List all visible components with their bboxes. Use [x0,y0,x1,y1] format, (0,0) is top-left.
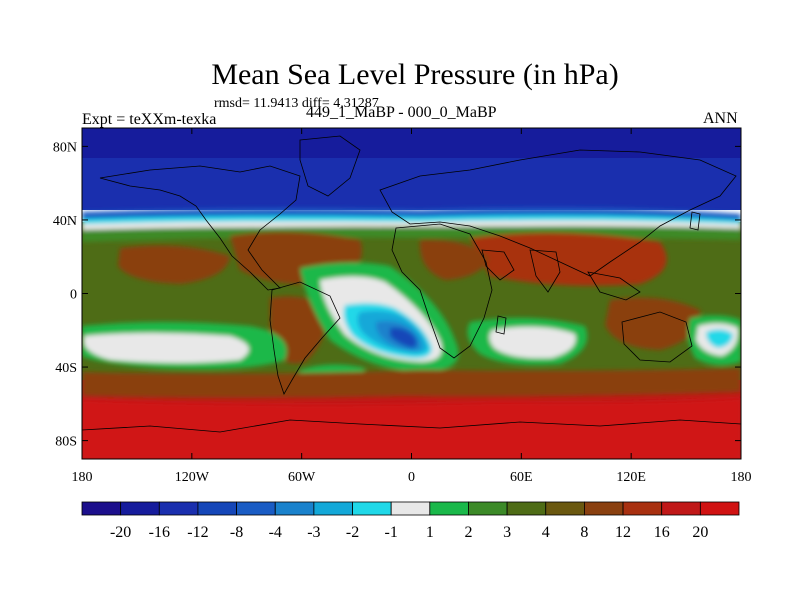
white-ind [489,326,576,359]
experiment-label: Expt = teXXm-texka [82,111,217,128]
colorbar-label: 4 [542,524,550,541]
south-trans [82,368,741,398]
colorbar-swatch [622,501,663,516]
colorbar-label: 16 [654,524,670,541]
colorbar-label: 2 [464,524,472,541]
chart-subtitle: 449_1_MaBP - 000_0_MaBP [306,104,497,121]
colorbar-label: -2 [346,524,359,541]
y-tick-label: 40N [53,214,77,229]
colorbar-label: -20 [110,524,131,541]
red-patch-af [419,239,490,280]
coast-antarctica [82,419,741,433]
season-label: ANN [703,110,738,127]
colorbar-label: 3 [503,524,511,541]
colorbar-label: 12 [615,524,631,541]
colorbar-swatch [699,501,740,516]
dblue-satl [390,327,417,348]
colorbar-swatch [197,501,237,516]
coast-greenland [299,135,361,197]
x-tick-label: 180 [731,470,752,485]
colorbar-swatch [468,501,508,516]
colorbar-swatch [390,501,431,516]
red-patch-asia [470,232,667,286]
y-tick-label: 0 [70,288,77,303]
colorbar-swatch [545,501,585,516]
south-deep [82,398,741,459]
chart-title: Mean Sea Level Pressure (in hPa) [211,58,619,91]
x-tick-label: 60W [288,470,316,485]
colorbar-swatch [584,501,624,516]
coast-india [529,249,561,293]
x-tick-label: 0 [408,470,415,485]
x-tick-label: 60E [510,470,533,485]
colorbar-swatch [352,501,392,516]
coast-arabia [481,249,515,281]
coast-north-america [99,165,301,291]
colorbar-swatch [506,501,547,516]
x-tick-label: 120W [175,470,210,485]
colorbar-label: 20 [692,524,708,541]
y-tick-label: 40S [55,361,77,376]
colorbar-label: -4 [269,524,282,541]
colorbar-label: -3 [307,524,320,541]
y-tick-label: 80N [53,140,77,155]
colorbar-label: -8 [230,524,243,541]
coast-madagascar [495,315,507,335]
y-axis: 80N 40N 0 40S 80S [53,140,741,450]
coast-eurasia [379,149,737,277]
colorbar-swatch [274,501,315,516]
coast-south-america [269,281,341,395]
y-tick-label: 80S [55,435,77,450]
colorbar-swatch [81,501,122,516]
colorbar-swatch [120,501,160,516]
x-axis: 180 120W 60W 0 60E 120E 180 [72,128,752,485]
colorbar-label: -16 [149,524,170,541]
colorbar-label: -12 [187,524,208,541]
pressure-field [82,128,741,459]
coast-australia [621,311,693,363]
colorbar-swatch [429,501,469,516]
colorbar-label: -1 [385,524,398,541]
colorbar-swatch [158,501,199,516]
colorbar-swatch [661,501,701,516]
red-patch-aus [605,297,700,350]
colorbar-label: 8 [580,524,588,541]
white-spac [84,333,249,363]
rmsd-diff-stats: rmsd= 11.9413 diff= 4.31287 [214,96,379,111]
trans-blue [82,207,741,224]
colorbar-swatch [236,501,276,516]
trans-green [82,226,741,242]
x-tick-label: 120E [616,470,646,485]
colorbar-swatch [313,501,353,516]
red-patch-pac [118,245,230,284]
x-tick-label: 180 [72,470,93,485]
cyan-epac [706,329,733,348]
colorbar-label: 1 [426,524,434,541]
coastlines [82,135,741,433]
coast-japan [689,211,701,231]
coast-africa [391,223,493,359]
coast-seasia [587,271,641,301]
colorbar: -20 -16 -12 -8 -4 -3 -2 -1 1 2 3 4 8 12 16 20 [81,501,740,541]
